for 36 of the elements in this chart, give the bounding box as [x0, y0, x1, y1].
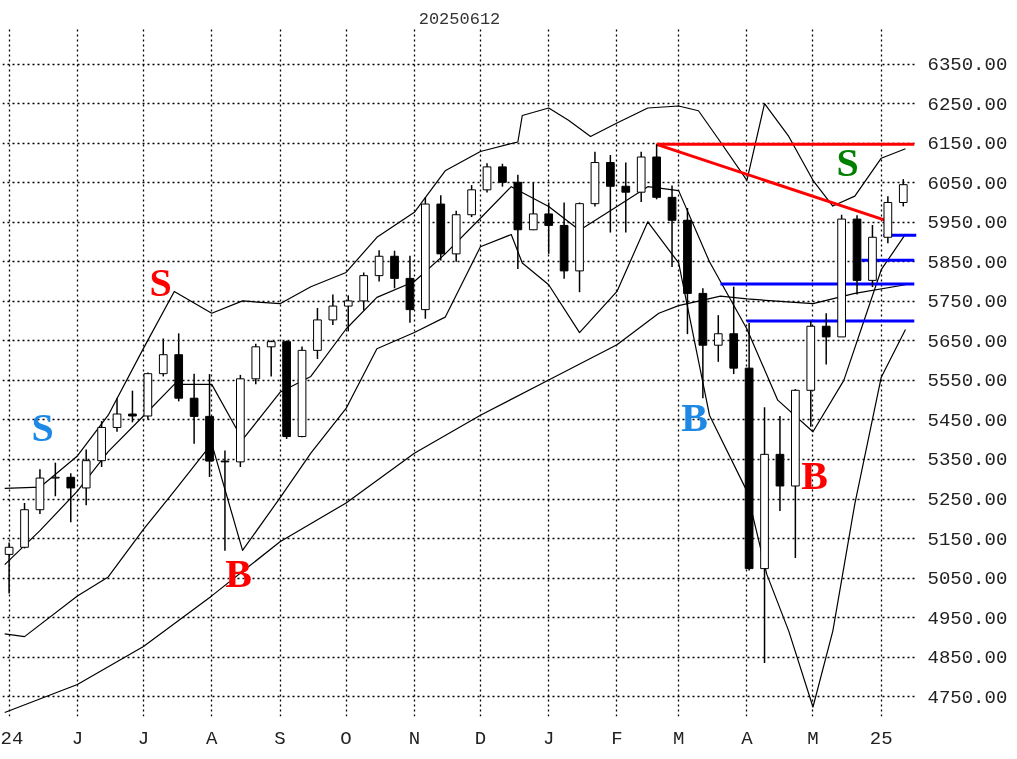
- y-tick-label: 4950.00: [927, 607, 1008, 630]
- x-tick-label: A: [741, 727, 754, 750]
- x-tick-label: J: [137, 727, 150, 750]
- annotation: S: [149, 260, 172, 305]
- y-tick-label: 4750.00: [927, 686, 1008, 709]
- x-tick-label: F: [611, 727, 623, 750]
- y-tick-label: 5350.00: [927, 449, 1008, 472]
- y-tick-label: 5250.00: [927, 489, 1008, 512]
- x-tick-label: J: [71, 727, 84, 750]
- x-tick-label: M: [672, 727, 685, 750]
- x-tick-label: O: [340, 727, 352, 750]
- y-tick-label: 5950.00: [927, 212, 1008, 235]
- y-tick-label: 4850.00: [927, 647, 1008, 670]
- annotation: S: [836, 140, 859, 185]
- y-tick-label: 6350.00: [927, 54, 1008, 77]
- chart-subtitle: 20250612: [418, 9, 501, 29]
- y-tick-label: 5550.00: [927, 370, 1008, 393]
- x-tick-label: A: [206, 727, 219, 750]
- x-tick-label: 25: [869, 727, 893, 750]
- x-tick-label: 24: [0, 727, 24, 750]
- y-tick-label: 6250.00: [927, 93, 1008, 116]
- y-tick-label: 5050.00: [927, 568, 1008, 591]
- annotation: S: [31, 405, 54, 450]
- y-tick-label: 5750.00: [927, 291, 1008, 314]
- x-tick-label: N: [408, 727, 421, 750]
- y-tick-label: 6050.00: [927, 172, 1008, 195]
- y-tick-label: 5850.00: [927, 251, 1008, 274]
- y-tick-label: 5150.00: [927, 528, 1008, 551]
- y-tick-label: 5650.00: [927, 330, 1008, 353]
- x-tick-label: M: [807, 727, 819, 750]
- y-tick-label: 5450.00: [927, 409, 1008, 432]
- x-tick-label: D: [474, 727, 487, 750]
- x-tick-label: J: [543, 727, 555, 750]
- x-tick-label: S: [274, 727, 286, 750]
- y-tick-label: 6150.00: [927, 133, 1008, 156]
- annotation: B: [801, 453, 828, 498]
